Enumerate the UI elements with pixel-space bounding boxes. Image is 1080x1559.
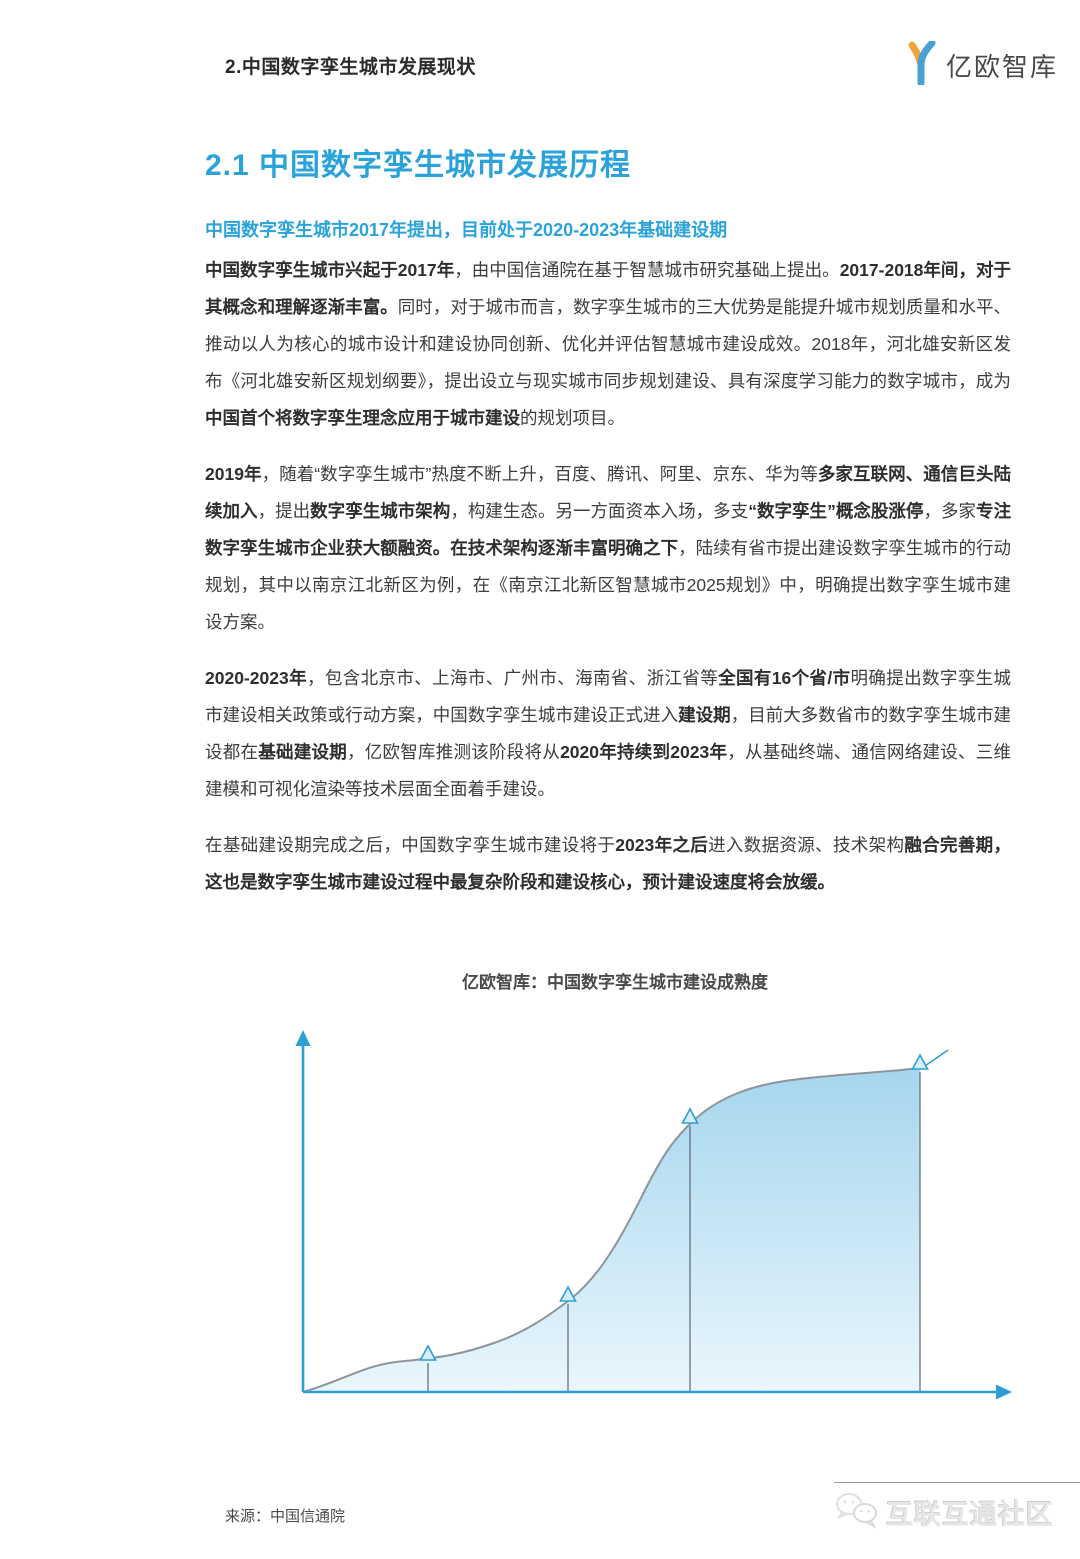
- body-paragraphs: 中国数字孪生城市兴起于2017年，由中国信通院在基于智慧城市研究基础上提出。20…: [205, 252, 1011, 901]
- source-note: 来源：中国信通院: [225, 1508, 346, 1525]
- community-watermark: 互联互通社区: [834, 1482, 1080, 1534]
- axis-arrowheads: [295, 1030, 1012, 1400]
- maturity-curve-line: [302, 1067, 921, 1393]
- body-paragraph: 2020-2023年，包含北京市、上海市、广州市、海南省、浙江省等全国有16个省…: [205, 668, 1012, 799]
- endpoint-annotation-arrow-line: [924, 1049, 949, 1067]
- maturity-area-fill: [303, 1068, 920, 1392]
- maturity-chart: 中国数字孪生城市建设成熟度 理论与概念 逐渐提出 基于物联网、三 维建模、人工智…: [0, 1000, 1080, 1470]
- section-title: 2.中国数字孪生城市发展现状: [225, 56, 476, 78]
- stage-marker-triangles: [419, 1053, 929, 1361]
- maturity-curve-svg: [295, 1030, 1012, 1400]
- key-finding-subtitle: 中国数字孪生城市2017年提出，目前处于2020-2023年基础建设期: [205, 220, 728, 240]
- yiou-logo-icon: [904, 39, 938, 90]
- watermark-text: 互联互通社区: [886, 1500, 1054, 1530]
- brand-logo: 亿欧智库: [904, 39, 1058, 90]
- brand-name: 亿欧智库: [945, 51, 1058, 82]
- body-paragraph: 在基础建设期完成之后，中国数字孪生城市建设将于2023年之后进入数据资源、技术架…: [205, 835, 1012, 892]
- main-content: 2.1 中国数字孪生城市发展历程 中国数字孪生城市2017年提出，目前处于202…: [205, 140, 1011, 920]
- chart-axes: [301, 1044, 998, 1394]
- chat-bubbles-icon: [834, 1491, 880, 1534]
- page-title: 2.1 中国数字孪生城市发展历程: [205, 149, 632, 182]
- page-header: 2.中国数字孪生城市发展现状 亿欧智库: [225, 39, 1058, 90]
- chart-title: 亿欧智库：中国数字孪生城市建设成熟度: [462, 973, 768, 992]
- stage-divider-lines: [427, 1072, 921, 1392]
- body-paragraph: 2019年，随着“数字孪生城市”热度不断上升，百度、腾讯、阿里、京东、华为等多家…: [205, 464, 1012, 632]
- body-paragraph: 中国数字孪生城市兴起于2017年，由中国信通院在基于智慧城市研究基础上提出。20…: [205, 260, 1012, 428]
